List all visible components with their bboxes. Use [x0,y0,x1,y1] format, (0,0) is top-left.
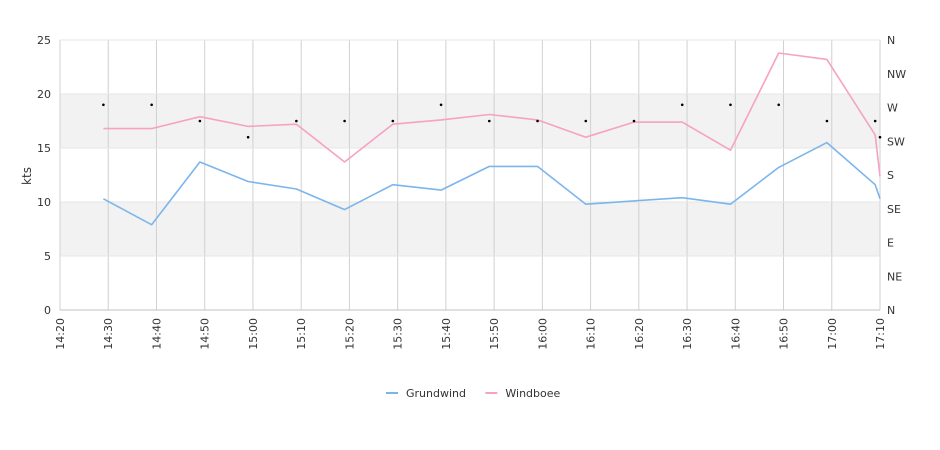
y-tick-label: 25 [37,34,51,47]
y-tick-label: 0 [44,304,51,317]
direction-tick-label: N [887,34,895,47]
direction-tick-label: SW [887,135,905,148]
direction-marker [295,119,298,123]
direction-tick-label: SE [887,203,901,216]
direction-marker [150,103,153,107]
direction-tick-label: NW [887,68,906,81]
direction-marker [246,135,250,139]
direction-tick-label: NE [887,270,902,283]
direction-marker [391,119,395,123]
legend: Grundwind Windboee [386,387,561,400]
direction-marker [729,103,732,107]
direction-axis-ticks: N NW W SW S SE E NE N [887,34,906,317]
vertical-gridlines [59,40,881,310]
series-line [103,141,881,226]
x-tick-label: 15:20 [343,318,356,350]
direction-marker [777,103,781,107]
direction-marker [680,103,684,107]
y-axis-label: kts [20,167,34,185]
direction-marker [632,119,636,123]
direction-tick-label: S [887,169,894,182]
direction-marker [825,119,829,123]
x-tick-label: 16:00 [536,318,549,350]
legend-label: Grundwind [406,387,466,400]
x-tick-label: 14:50 [199,318,212,350]
direction-marker [487,119,491,123]
direction-marker [878,135,882,139]
y-tick-label: 20 [37,88,51,101]
direction-marker [198,119,202,123]
direction-tick-label: N [887,304,895,317]
x-tick-label: 15:50 [488,318,501,350]
x-tick-label: 17:10 [874,318,887,350]
x-tick-label: 16:20 [633,318,646,350]
x-tick-label: 14:40 [150,318,163,350]
x-axis-ticks: 14:20 14:30 14:40 14:50 15:00 15:10 15:20 15:30… [54,318,887,350]
y-tick-label: 15 [37,142,51,155]
plot-band [60,94,880,148]
x-tick-label: 14:20 [54,318,67,350]
x-tick-label: 17:00 [826,318,839,350]
x-tick-label: 14:30 [102,318,115,350]
x-tick-label: 16:40 [729,318,742,350]
x-tick-label: 16:10 [585,318,598,350]
y-axis-ticks: 0 5 10 15 20 25 [37,34,51,317]
x-tick-label: 15:30 [392,318,405,350]
y-tick-label: 5 [44,250,51,263]
direction-markers [102,103,882,139]
direction-tick-label: E [887,237,894,250]
x-tick-label: 15:10 [295,318,308,350]
direction-marker [102,103,105,107]
x-tick-label: 15:40 [440,318,453,350]
plot-band [60,202,880,256]
series-line [103,52,881,177]
y-tick-label: 10 [37,196,51,209]
direction-marker [584,119,588,123]
plot-bands [60,94,880,256]
x-tick-label: 15:00 [247,318,260,350]
direction-marker [873,119,877,123]
x-tick-label: 16:30 [681,318,694,350]
legend-label: Windboee [505,387,560,400]
direction-tick-label: W [887,102,898,115]
direction-marker [536,119,539,123]
series-lines [103,52,881,226]
direction-marker [343,119,346,123]
direction-marker [439,103,443,107]
x-tick-label: 16:50 [778,318,791,350]
